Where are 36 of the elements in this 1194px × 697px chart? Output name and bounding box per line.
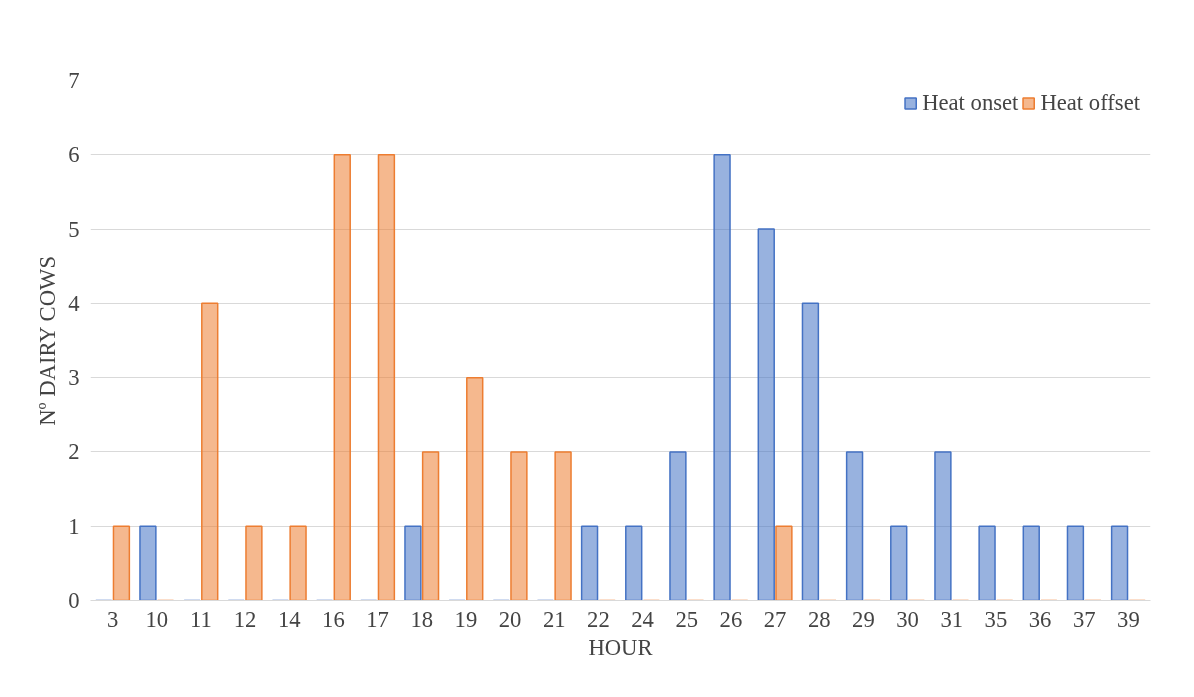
x-tick-label: 39 xyxy=(1117,606,1140,632)
x-tick-label: 24 xyxy=(631,606,654,632)
y-tick-label: 5 xyxy=(68,216,80,242)
y-tick-label: 0 xyxy=(68,588,80,613)
x-tick-label: 14 xyxy=(277,606,301,632)
x-tick-label: 28 xyxy=(807,606,831,632)
x-tick-label: 25 xyxy=(675,606,699,632)
x-tick-label: 12 xyxy=(233,606,257,632)
x-tick-label: 21 xyxy=(542,606,566,632)
legend-label: Heat onset xyxy=(922,90,1019,116)
y-tick-label: 4 xyxy=(68,290,80,316)
y-tick-label: 2 xyxy=(68,439,80,465)
x-tick-label: 17 xyxy=(366,606,389,632)
x-tick-label: 16 xyxy=(322,606,345,632)
x-tick-label: 22 xyxy=(587,606,610,632)
y-tick-label: 1 xyxy=(68,513,80,539)
x-tick-label: 27 xyxy=(763,606,787,632)
x-tick-label: 3 xyxy=(106,606,119,632)
x-tick-label: 37 xyxy=(1072,606,1096,632)
x-tick-label: 11 xyxy=(190,606,212,632)
y-tick-label: 7 xyxy=(68,68,80,93)
y-tick-label: 6 xyxy=(68,142,80,168)
x-tick-label: 26 xyxy=(719,606,743,632)
x-tick-label: 31 xyxy=(940,606,964,632)
x-axis-title: HOUR xyxy=(588,634,654,660)
x-tick-label: 18 xyxy=(410,606,434,632)
x-tick-label: 20 xyxy=(498,606,522,632)
y-axis-title: Nº DAIRY COWS xyxy=(35,256,61,426)
x-tick-label: 30 xyxy=(896,606,919,632)
x-tick-label: 19 xyxy=(454,606,478,632)
legend-label: Heat offset xyxy=(1040,90,1140,116)
x-tick-label: 29 xyxy=(852,606,875,632)
x-tick-label: 35 xyxy=(984,606,1008,632)
x-tick-label: 36 xyxy=(1028,606,1052,632)
y-tick-label: 3 xyxy=(68,365,80,391)
x-tick-label: 10 xyxy=(145,606,169,632)
